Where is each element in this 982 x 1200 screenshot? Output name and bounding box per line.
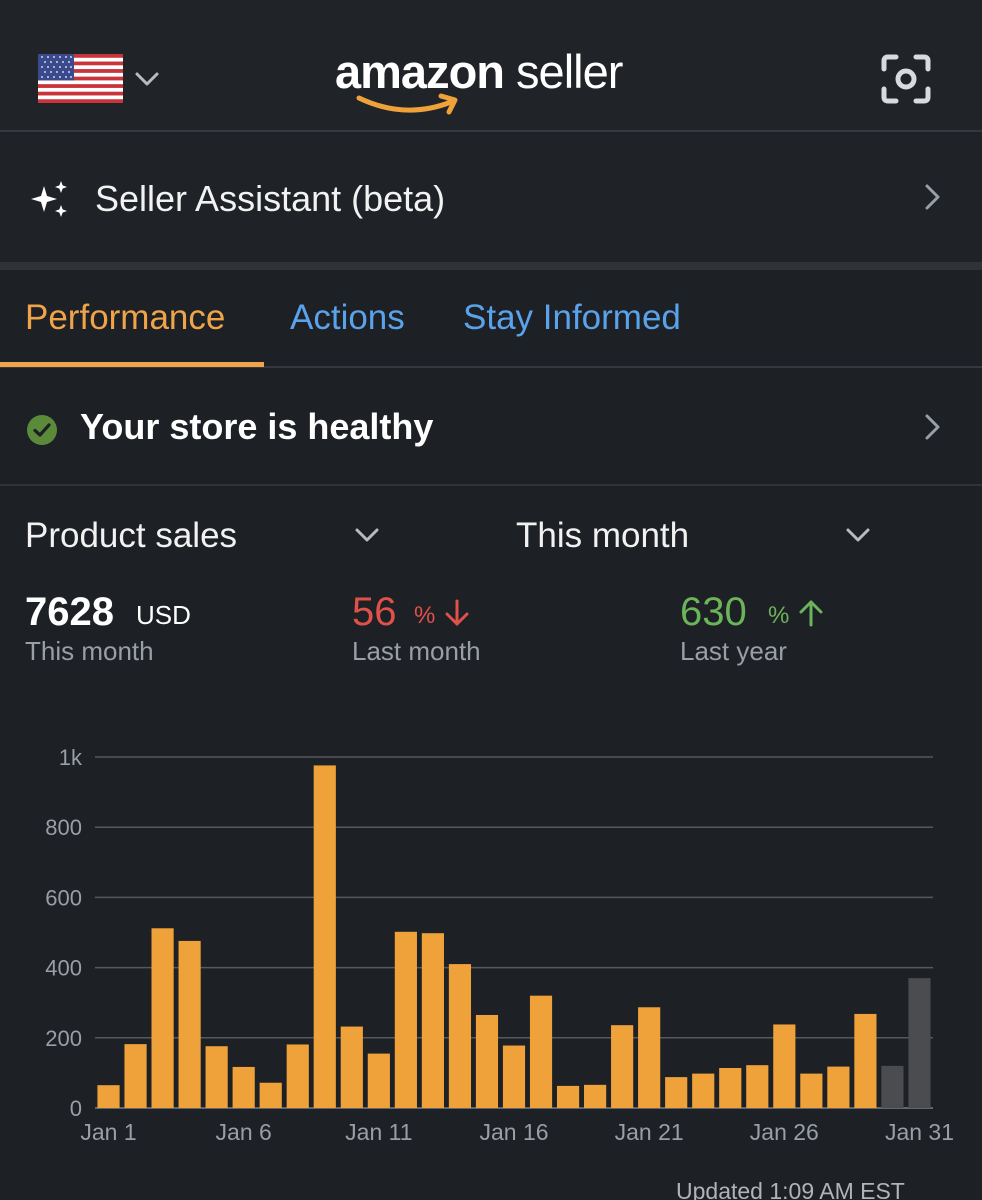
x-tick-label: Jan 6 xyxy=(216,1119,272,1145)
last-year-label: Last year xyxy=(680,636,787,666)
chevron-right-icon[interactable] xyxy=(922,182,944,212)
section-divider xyxy=(0,262,982,270)
updated-timestamp: Updated 1:09 AM EST xyxy=(676,1178,905,1200)
last-year-change-unit: % xyxy=(768,602,790,629)
bar-jan-23[interactable] xyxy=(692,1073,715,1108)
last-month-label: Last month xyxy=(352,636,481,666)
app-header: amazon seller xyxy=(0,0,982,132)
last-year-change-value: 630 xyxy=(680,590,747,634)
bar-jan-3[interactable] xyxy=(151,928,174,1108)
bar-jan-9[interactable] xyxy=(313,765,336,1108)
sparkle-icon xyxy=(31,181,67,217)
bar-jan-6[interactable] xyxy=(232,1066,255,1108)
amazon-smile-icon xyxy=(356,93,458,115)
bar-jan-20[interactable] xyxy=(611,1025,634,1108)
chevron-down-icon[interactable] xyxy=(845,522,871,548)
bar-jan-31[interactable] xyxy=(908,978,931,1108)
bar-jan-11[interactable] xyxy=(367,1053,390,1108)
camera-scan-icon[interactable] xyxy=(880,53,932,105)
active-tab-indicator xyxy=(0,362,264,367)
last-month-change-value: 56 xyxy=(352,590,397,634)
y-tick-label: 600 xyxy=(45,885,82,910)
bar-jan-12[interactable] xyxy=(394,931,417,1108)
bar-jan-18[interactable] xyxy=(556,1085,580,1108)
bar-jan-24[interactable] xyxy=(719,1067,742,1108)
chevron-down-icon[interactable] xyxy=(134,66,160,92)
amazon-seller-logo: amazon seller xyxy=(335,44,655,124)
bar-jan-8[interactable] xyxy=(286,1044,309,1108)
x-tick-label: Jan 21 xyxy=(615,1119,684,1145)
bar-jan-7[interactable] xyxy=(259,1082,282,1108)
bar-jan-14[interactable] xyxy=(448,964,472,1108)
bar-jan-25[interactable] xyxy=(746,1065,769,1108)
seller-assistant-label: Seller Assistant (beta) xyxy=(95,178,446,219)
y-tick-label: 200 xyxy=(45,1026,82,1051)
metric-selector[interactable]: Product sales xyxy=(25,516,238,555)
x-tick-label: Jan 31 xyxy=(885,1119,954,1145)
store-health-label: Your store is healthy xyxy=(80,406,434,447)
y-tick-label: 800 xyxy=(45,815,82,840)
logo-light-text: seller xyxy=(504,45,623,98)
bar-jan-13[interactable] xyxy=(421,933,444,1108)
product-sales-bar-chart: 0 200 400 600 800 1k Jan 1 Jan 6 Jan 11 Jan 16 Jan… xyxy=(45,745,954,1145)
x-tick-label: Jan 26 xyxy=(750,1119,819,1145)
arrow-up-icon xyxy=(799,600,823,627)
bar-jan-16[interactable] xyxy=(502,1045,526,1108)
bar-jan-21[interactable] xyxy=(638,1007,661,1108)
bar-jan-4[interactable] xyxy=(178,940,201,1108)
bar-jan-5[interactable] xyxy=(205,1046,228,1108)
tab-actions[interactable]: Actions xyxy=(290,298,405,337)
store-health-row[interactable] xyxy=(0,368,982,486)
period-selector[interactable]: This month xyxy=(516,516,690,555)
x-tick-label: Jan 16 xyxy=(479,1119,548,1145)
bar-jan-1[interactable] xyxy=(97,1085,120,1108)
bar-jan-27[interactable] xyxy=(800,1073,823,1108)
bar-jan-10[interactable] xyxy=(340,1026,363,1108)
bar-jan-22[interactable] xyxy=(665,1077,688,1108)
bar-jan-2[interactable] xyxy=(124,1044,147,1108)
tab-performance[interactable]: Performance xyxy=(25,298,226,337)
bar-jan-29[interactable] xyxy=(854,1013,877,1108)
check-circle-icon xyxy=(27,415,57,445)
bar-jan-30[interactable] xyxy=(881,1065,904,1108)
total-sales-unit: USD xyxy=(136,600,191,630)
y-tick-label: 0 xyxy=(70,1096,82,1121)
chevron-down-icon[interactable] xyxy=(354,522,380,548)
us-flag-icon[interactable] xyxy=(38,54,123,103)
total-sales-value: 7628 xyxy=(25,590,114,634)
x-tick-label: Jan 1 xyxy=(80,1119,136,1145)
last-month-change-unit: % xyxy=(414,602,436,629)
total-sales-label: This month xyxy=(25,636,154,666)
tab-stay-informed[interactable]: Stay Informed xyxy=(463,298,681,337)
bar-jan-26[interactable] xyxy=(773,1024,796,1108)
tab-bar xyxy=(0,270,982,368)
x-tick-label: Jan 11 xyxy=(345,1119,412,1145)
bar-jan-17[interactable] xyxy=(529,995,553,1108)
y-tick-label: 400 xyxy=(45,956,82,981)
logo-bold-text: amazon xyxy=(335,45,505,98)
arrow-down-icon xyxy=(445,599,469,626)
y-tick-label: 1k xyxy=(59,745,83,770)
bar-jan-15[interactable] xyxy=(475,1014,499,1108)
chevron-right-icon[interactable] xyxy=(922,412,944,442)
bar-jan-19[interactable] xyxy=(584,1084,607,1108)
bar-jan-28[interactable] xyxy=(827,1066,850,1108)
seller-assistant-row[interactable] xyxy=(0,134,982,262)
